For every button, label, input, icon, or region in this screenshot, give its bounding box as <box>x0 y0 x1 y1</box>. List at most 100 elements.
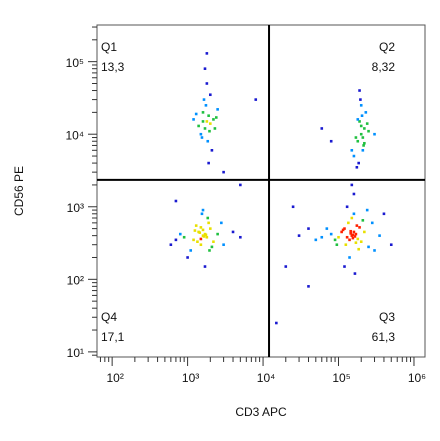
event-dot <box>361 219 365 222</box>
event-dot <box>359 240 363 244</box>
event-dot <box>356 118 360 121</box>
event-dot <box>169 243 173 247</box>
event-dot <box>201 228 205 232</box>
event-dot <box>361 149 365 152</box>
event-dot <box>201 120 205 123</box>
event-dot <box>203 265 207 268</box>
event-dot <box>362 144 365 147</box>
event-dot <box>178 232 182 236</box>
event-dot <box>275 321 278 325</box>
event-dot <box>363 230 366 234</box>
event-dot <box>354 241 358 244</box>
event-dot <box>367 245 370 249</box>
event-dot <box>358 89 361 92</box>
y-tick-label: 10¹ <box>67 346 84 360</box>
event-dot <box>348 256 351 259</box>
event-dot <box>358 120 361 123</box>
quadrant-percent: 17,1 <box>101 330 125 344</box>
event-dot <box>202 235 206 238</box>
event-dot <box>203 127 207 130</box>
event-dot <box>207 114 210 117</box>
quadrant-percent: 13,3 <box>101 60 125 74</box>
event-dot <box>220 221 223 225</box>
event-dot <box>344 243 348 247</box>
quadrant-percent: 61,3 <box>372 330 396 344</box>
event-dot <box>201 208 205 212</box>
y-tick-label: 10⁴ <box>65 128 84 142</box>
event-dot <box>210 245 214 249</box>
event-dot <box>200 136 204 139</box>
event-dot <box>205 82 209 85</box>
event-dot <box>199 237 203 241</box>
event-dot <box>350 216 354 220</box>
event-dot <box>208 249 211 252</box>
event-dot <box>356 237 360 241</box>
x-axis-label: CD3 APC <box>235 405 287 419</box>
event-dot <box>284 265 288 268</box>
event-dot <box>353 272 357 275</box>
event-dot <box>202 98 206 101</box>
event-dot <box>206 139 210 143</box>
event-dot <box>365 122 369 125</box>
event-dot <box>307 285 310 288</box>
event-dot <box>350 149 354 152</box>
event-dot <box>205 52 209 55</box>
event-dot <box>329 232 333 236</box>
event-dot <box>182 235 186 239</box>
event-dot <box>373 249 376 252</box>
event-dot <box>345 235 349 239</box>
event-dot <box>192 118 195 121</box>
x-tick-label: 10² <box>106 371 123 385</box>
event-dot <box>200 212 204 216</box>
event-dot <box>363 141 366 145</box>
event-dot <box>314 238 318 242</box>
event-dot <box>354 136 358 139</box>
event-dot <box>209 122 212 125</box>
event-dot <box>333 238 337 242</box>
event-dot <box>370 221 374 225</box>
event-dot <box>197 124 200 128</box>
event-dot <box>352 154 356 158</box>
event-dot <box>335 243 339 247</box>
quadrant-percent: 8,32 <box>372 60 396 74</box>
plot-frame <box>96 24 426 358</box>
y-tick-label: 10³ <box>67 201 84 215</box>
event-dot <box>222 243 225 247</box>
y-tick-label: 10² <box>67 273 84 287</box>
quadrant-name: Q1 <box>101 40 117 54</box>
event-dot <box>389 243 393 247</box>
event-dot <box>355 224 359 227</box>
event-dot <box>341 228 345 232</box>
event-dot <box>213 127 217 130</box>
event-dot <box>254 98 258 101</box>
event-dot <box>359 98 362 101</box>
quadrant-name: Q2 <box>379 40 395 54</box>
x-tick-label: 10⁶ <box>408 371 426 385</box>
event-dot <box>207 161 210 165</box>
quadrant-name: Q4 <box>101 310 117 324</box>
y-tick-label: 10⁵ <box>66 56 84 70</box>
event-dot <box>349 232 352 235</box>
event-dot <box>231 230 235 234</box>
event-dot <box>352 230 356 234</box>
event-dot <box>363 127 366 130</box>
event-dot <box>343 265 346 268</box>
event-dot <box>174 238 178 242</box>
event-dot <box>364 111 368 114</box>
event-dot <box>367 129 370 133</box>
event-dot <box>186 256 189 259</box>
event-dot <box>212 118 215 121</box>
x-tick-label: 10³ <box>182 371 199 385</box>
event-dot <box>359 104 363 107</box>
event-dot <box>203 67 207 70</box>
event-dot <box>196 240 199 244</box>
event-dot <box>194 112 198 116</box>
event-dot <box>348 238 351 242</box>
event-dot <box>361 136 365 139</box>
event-dot <box>345 205 349 209</box>
event-dot <box>199 226 203 229</box>
event-dot <box>205 120 209 123</box>
event-dot <box>365 208 369 212</box>
event-dot <box>325 227 329 230</box>
event-dot <box>209 93 212 97</box>
